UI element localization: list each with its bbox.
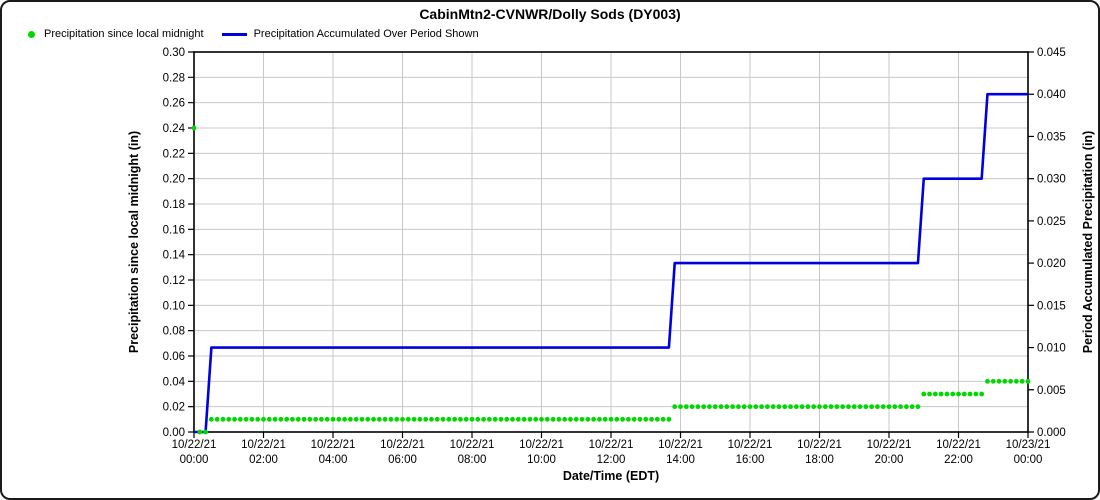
axes: [188, 51, 1034, 438]
series-accumulated-line: [194, 92, 1028, 434]
x-axis-tick-labels: 10/22/21 00:00 10/22/21 02:00 10/22/21 04:00 1…: [172, 439, 1051, 466]
svg-text:0.025: 0.025: [1037, 216, 1066, 228]
svg-text:0.10: 0.10: [163, 300, 185, 312]
svg-text:0.000: 0.000: [1037, 427, 1066, 439]
green-dot-marker-icon: [28, 30, 35, 38]
svg-text:0.045: 0.045: [1037, 47, 1066, 59]
svg-text:0.26: 0.26: [163, 98, 185, 110]
blue-line-marker-icon: [221, 32, 247, 36]
svg-text:0.015: 0.015: [1037, 300, 1066, 312]
legend-label-accumulated: Precipitation Accumulated Over Period Sh…: [253, 28, 479, 40]
svg-text:0.00: 0.00: [163, 427, 185, 439]
svg-text:0.22: 0.22: [163, 148, 185, 160]
legend-label-since-midnight: Precipitation since local midnight: [44, 28, 204, 40]
left-axis-tick-labels: 0.00 0.02 0.04 0.06 0.08 0.10 0.12 0.14 0.16 0.18…: [163, 47, 186, 439]
y-axis-label-right: Period Accumulated Precipitation (in): [1081, 131, 1095, 354]
legend: Precipitation since local midnight Preci…: [28, 28, 479, 40]
svg-text:0.030: 0.030: [1037, 174, 1066, 186]
svg-text:0.14: 0.14: [163, 250, 186, 262]
chart-title: CabinMtn2-CVNWR/Dolly Sods (DY003): [419, 6, 681, 22]
svg-text:0.035: 0.035: [1037, 131, 1066, 143]
svg-text:0.04: 0.04: [163, 376, 186, 388]
svg-text:0.020: 0.020: [1037, 258, 1066, 270]
svg-text:0.20: 0.20: [163, 174, 185, 186]
svg-text:0.010: 0.010: [1037, 343, 1066, 355]
svg-text:0.28: 0.28: [163, 72, 185, 84]
legend-item-since-midnight: Precipitation since local midnight: [28, 28, 204, 40]
svg-text:0.02: 0.02: [163, 402, 185, 414]
series-since-midnight-dots: [191, 125, 1031, 435]
svg-text:0.30: 0.30: [163, 47, 185, 59]
y-axis-label-left: Precipitation since local midnight (in): [127, 131, 141, 353]
svg-text:0.12: 0.12: [163, 275, 185, 287]
svg-text:0.040: 0.040: [1037, 89, 1066, 101]
right-axis-tick-labels: 0.000 0.005 0.010 0.015 0.020 0.025 0.030 0.035…: [1037, 47, 1066, 439]
svg-text:0.16: 0.16: [163, 224, 185, 236]
svg-text:0.08: 0.08: [163, 326, 185, 338]
svg-text:0.06: 0.06: [163, 351, 185, 363]
gridlines: [194, 52, 1028, 432]
legend-item-accumulated: Precipitation Accumulated Over Period Sh…: [221, 28, 479, 40]
svg-text:0.18: 0.18: [163, 199, 185, 211]
x-axis-label: Date/Time (EDT): [563, 469, 659, 483]
svg-text:0.24: 0.24: [163, 123, 186, 135]
svg-text:0.005: 0.005: [1037, 385, 1066, 397]
